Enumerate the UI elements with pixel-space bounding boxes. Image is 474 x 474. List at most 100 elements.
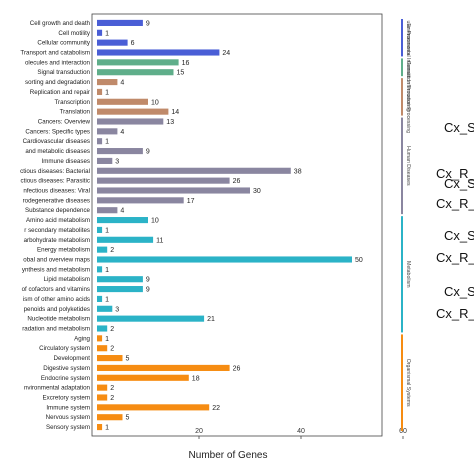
category-label: ctious diseases: Parasitic [21, 178, 90, 185]
category-label: ctious diseases: Bacterial [20, 168, 90, 175]
value-label: 1 [105, 296, 109, 303]
category-label: Cellular community [37, 40, 91, 47]
bar [97, 157, 113, 164]
value-label: 2 [110, 385, 114, 392]
bar [97, 276, 143, 283]
bars-layer [97, 19, 352, 431]
value-label: 17 [187, 198, 195, 205]
bar [97, 394, 108, 401]
category-labels: Cell growth and death Cell motility Cellul… [20, 20, 91, 431]
category-label: Immune diseases [42, 158, 91, 165]
bar [97, 355, 123, 362]
value-label: 3 [115, 306, 119, 313]
bar [97, 236, 154, 243]
group-label: Genetic Information Processing [405, 61, 411, 133]
value-label: 24 [222, 50, 230, 57]
category-label: Digestive system [43, 365, 90, 372]
category-label: Transcription [54, 99, 90, 106]
bar [97, 266, 103, 273]
value-label: 1 [105, 267, 109, 274]
bar [97, 148, 143, 155]
value-label: 9 [146, 277, 150, 284]
bar [97, 335, 103, 342]
category-label: and metabolic diseases [25, 148, 90, 155]
value-label: 10 [151, 218, 159, 225]
bar [97, 138, 103, 145]
category-label: Immune system [46, 404, 90, 411]
bar [97, 49, 220, 56]
value-label: 3 [115, 158, 119, 165]
category-label: Substance dependence [25, 207, 91, 214]
value-label: 21 [207, 316, 215, 323]
side-text: Cx_R_ [436, 306, 474, 321]
side-text: Cx_S [444, 120, 474, 135]
group-label: ular Processes [405, 21, 411, 56]
side-text: Cx_R_ [436, 250, 474, 265]
category-label: ynthesis and metabolism [22, 266, 90, 273]
x-tick-label: 60 [399, 428, 407, 435]
value-label: 30 [253, 188, 261, 195]
bar [97, 88, 103, 95]
category-label: rodegenerative diseases [23, 197, 90, 204]
group-label: Metabolism [405, 261, 411, 288]
bar [97, 305, 113, 312]
category-label: Sensory system [46, 424, 90, 431]
category-label: of cofactors and vitamins [22, 286, 90, 293]
bar [97, 79, 118, 86]
value-label: 5 [126, 356, 130, 363]
x-tick-label: 20 [195, 428, 203, 435]
bar [97, 286, 143, 293]
value-label: 2 [110, 326, 114, 333]
side-text: Cx_R_ [436, 196, 474, 211]
bar [97, 404, 210, 411]
x-tick-label: 40 [297, 428, 305, 435]
bar [97, 118, 164, 125]
category-label: Signal transduction [37, 69, 90, 76]
category-label: Nucleotide metabolism [27, 316, 90, 323]
plot-area [91, 13, 383, 437]
value-label: 6 [131, 40, 135, 47]
category-label: radation and metabolism [22, 326, 90, 333]
category-label: Replication and repair [30, 89, 90, 96]
category-label: Transport and catabolism [20, 50, 90, 57]
side-text: Cx_S_ [444, 284, 474, 299]
group-label: Human Diseases [405, 146, 411, 186]
value-label: 4 [120, 80, 124, 87]
bar [97, 374, 189, 381]
category-label: Cancers: Specific types [25, 128, 90, 135]
bar [97, 69, 174, 76]
value-label: 2 [110, 395, 114, 402]
category-label: Aging [74, 335, 90, 342]
category-label: Cell motility [58, 30, 91, 37]
bar [97, 226, 103, 233]
value-label: 2 [110, 346, 114, 353]
value-label: 18 [192, 375, 200, 382]
value-label: 11 [156, 237, 163, 244]
bar [97, 345, 108, 352]
value-label: 1 [105, 30, 109, 37]
category-label: olecules and interaction [25, 59, 91, 66]
side-text: Cx_R_ [436, 166, 474, 181]
bar [97, 108, 169, 115]
value-label: 9 [146, 20, 150, 27]
value-label: 10 [151, 99, 159, 106]
value-label: 1 [105, 89, 109, 96]
group-label: Organismal Systems [405, 359, 411, 407]
category-label: Circulatory system [39, 345, 90, 352]
value-label: 1 [105, 139, 109, 146]
bar [97, 364, 230, 371]
category-label: nvironmental adaptation [24, 385, 91, 392]
x-axis-title: Number of Genes [189, 450, 268, 461]
value-label: 22 [212, 405, 220, 412]
value-labels: 9162416154110141341933826301741011125019… [105, 20, 363, 431]
category-label: Cell growth and death [30, 20, 91, 27]
category-label: nfectious diseases: Viral [23, 188, 90, 195]
category-label: Cancers: Overview [38, 119, 91, 126]
category-label: arbohydrate metabolism [24, 237, 90, 244]
category-label: ism of other amino acids [23, 296, 90, 303]
bar [97, 167, 291, 174]
value-label: 38 [294, 168, 302, 175]
value-label: 1 [105, 336, 109, 343]
category-label: penoids and polyketides [24, 306, 90, 313]
